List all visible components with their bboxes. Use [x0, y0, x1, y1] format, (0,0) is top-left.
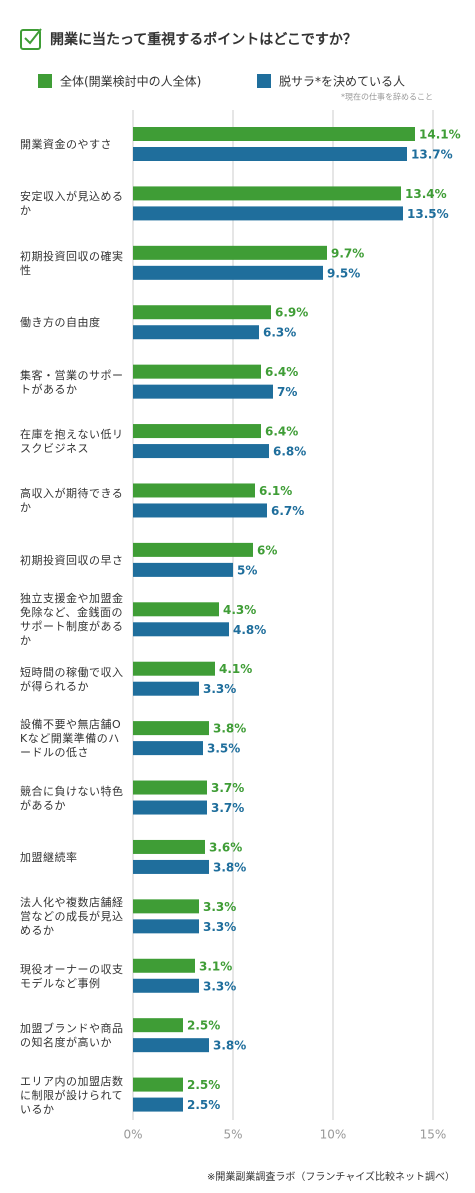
value-label: 6.1%	[259, 484, 292, 498]
bar	[133, 562, 233, 577]
value-label: 13.7%	[411, 148, 453, 162]
value-label: 13.4%	[405, 187, 447, 201]
source: ※開業副業調査ラボ（フランチャイズ比較ネット調べ）	[207, 1170, 455, 1183]
bar	[133, 424, 261, 439]
category-label: 加盟ブランドや商品の知名度が高いか	[20, 1022, 124, 1050]
bar	[133, 245, 327, 260]
value-label: 3.3%	[203, 920, 236, 934]
bar	[133, 364, 261, 379]
x-tick-label: 15%	[420, 1128, 447, 1142]
note: *現在の仕事を辞めること	[341, 92, 433, 102]
bar	[133, 206, 403, 221]
bar	[133, 325, 259, 340]
bar	[133, 800, 207, 815]
bar	[133, 919, 199, 934]
bar	[133, 503, 267, 518]
bar	[133, 1018, 183, 1033]
bar	[133, 444, 269, 459]
value-label: 6.4%	[265, 365, 298, 379]
bar	[133, 305, 271, 320]
bar	[133, 958, 195, 973]
chart-title: 開業に当たって重視するポイントはどこですか？	[50, 31, 357, 48]
legend-label: 脱サラ*を決めている人	[279, 74, 405, 89]
bar	[133, 661, 215, 676]
x-tick-label: 10%	[320, 1128, 347, 1142]
value-label: 9.5%	[327, 266, 360, 280]
value-label: 6.3%	[263, 326, 296, 340]
bar	[133, 1038, 209, 1053]
value-label: 3.7%	[211, 781, 244, 795]
bar	[133, 483, 255, 498]
category-label: 法人化や複数店舗経営などの成長が見込めるか	[20, 896, 124, 938]
title-icon	[20, 28, 42, 50]
value-label: 3.3%	[203, 900, 236, 914]
bar	[133, 721, 209, 736]
category-label: 高収入が期待できるか	[20, 487, 124, 515]
value-label: 6%	[257, 543, 277, 557]
bar	[133, 127, 415, 141]
value-label: 3.8%	[213, 1039, 246, 1053]
value-label: 7%	[277, 385, 297, 399]
legend-label: 全体(開業検討中の人全体)	[60, 74, 201, 89]
category-label: 現役オーナーの収支モデルなど事例	[20, 962, 124, 990]
bar	[133, 899, 199, 914]
category-label: 初期投資回収の早さ	[20, 553, 124, 567]
bar	[133, 384, 273, 399]
bar	[133, 542, 253, 557]
bar	[133, 1077, 183, 1092]
legend-swatch	[38, 74, 52, 88]
value-label: 6.4%	[265, 425, 298, 439]
value-label: 3.7%	[211, 801, 244, 815]
value-label: 2.5%	[187, 1098, 220, 1112]
bar	[133, 1097, 183, 1112]
value-label: 3.1%	[199, 959, 232, 973]
category-label: 設備不要や無店舗OKなど開業準備のハードルの低さ	[20, 718, 122, 760]
value-label: 4.1%	[219, 662, 252, 676]
value-label: 6.7%	[271, 504, 304, 518]
bar	[133, 186, 401, 201]
x-tick-label: 0%	[123, 1128, 142, 1142]
bar	[133, 265, 323, 280]
category-label: 在庫を抱えない低リスクビジネス	[20, 428, 124, 456]
value-label: 13.5%	[407, 207, 449, 221]
category-label: 集客・営業のサポートがあるか	[20, 368, 124, 396]
category-label: 独立支援金や加盟金免除など、金銭面のサポート制度があるか	[20, 592, 124, 648]
bar	[133, 978, 199, 993]
value-label: 5%	[237, 563, 257, 577]
value-label: 3.5%	[207, 742, 240, 756]
value-label: 4.8%	[233, 623, 266, 637]
value-label: 6.9%	[275, 306, 308, 320]
bar	[133, 681, 199, 696]
value-label: 3.3%	[203, 979, 236, 993]
value-label: 3.8%	[213, 860, 246, 874]
bar	[133, 859, 209, 874]
value-label: 3.3%	[203, 682, 236, 696]
category-label: 開業資金のやすさ	[20, 138, 112, 151]
value-label: 2.5%	[187, 1078, 220, 1092]
category-label: 短時間の稼働で収入が得られるか	[20, 665, 124, 693]
value-label: 2.5%	[187, 1019, 220, 1033]
bar	[133, 147, 407, 161]
bar	[133, 780, 207, 795]
value-label: 3.8%	[213, 722, 246, 736]
value-label: 6.8%	[273, 445, 306, 459]
x-tick-label: 5%	[223, 1128, 242, 1142]
category-label: 競合に負けない特色があるか	[20, 784, 124, 812]
bar	[133, 622, 229, 637]
category-label: 働き方の自由度	[20, 316, 101, 330]
value-label: 3.6%	[209, 840, 242, 854]
category-label: 安定収入が見込めるか	[20, 190, 124, 218]
bar	[133, 741, 203, 756]
value-label: 9.7%	[331, 246, 364, 260]
category-label: 初期投資回収の確実性	[20, 249, 124, 277]
bar	[133, 602, 219, 617]
bar	[133, 839, 205, 854]
value-label: 14.1%	[419, 128, 461, 142]
value-label: 4.3%	[223, 603, 256, 617]
category-label: エリア内の加盟店数に制限が設けられているか	[20, 1074, 124, 1116]
category-label: 加盟継続率	[20, 850, 78, 864]
legend-swatch	[257, 74, 271, 88]
